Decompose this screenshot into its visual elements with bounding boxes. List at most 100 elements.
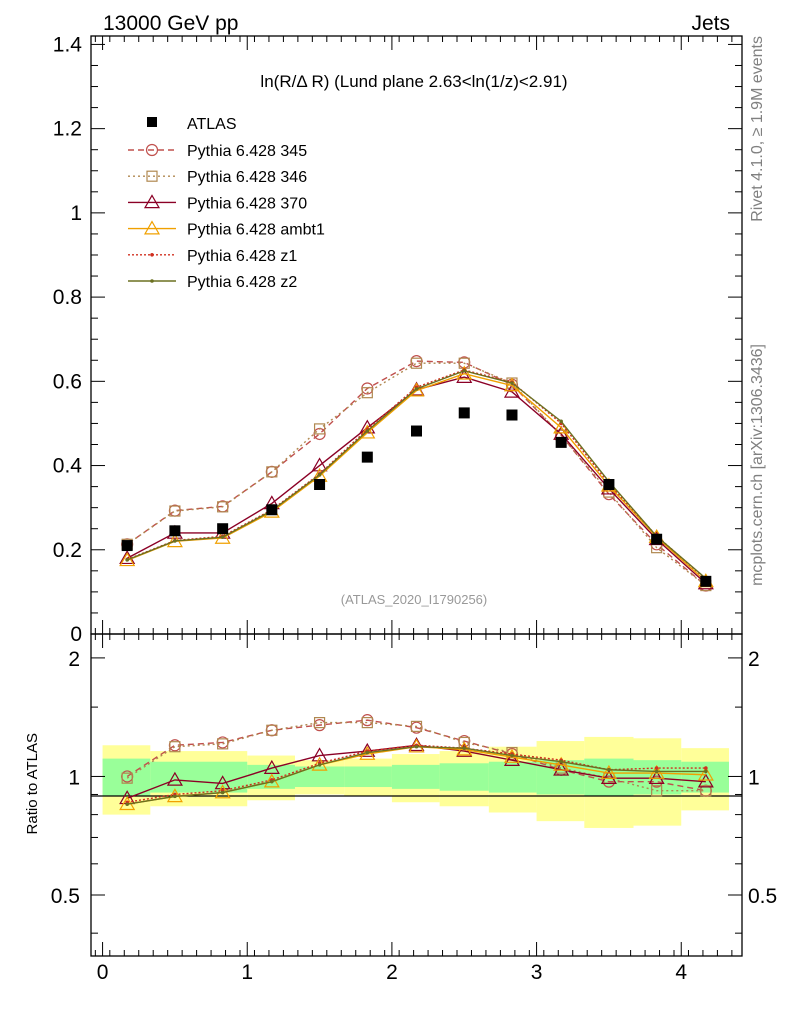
series-ratio-point [704,769,708,774]
series-ratio-point [311,747,328,762]
data-point [361,451,373,463]
legend-label: Pythia 6.428 370 [187,195,307,212]
series-ratio-point [270,779,274,784]
legend-marker [146,170,158,182]
series-ratio-point [704,766,708,770]
y-tick-label: 1.2 [53,118,82,141]
band-inner [102,758,151,797]
y-tick-label: 0 [70,623,82,646]
data-points [121,407,712,587]
x-tick-label: 0 [97,961,109,984]
x-tick-label: 1 [241,961,253,984]
series-line [126,362,707,587]
series-line [126,373,707,582]
data-point [169,525,181,537]
series-ratio-point [654,766,659,770]
series-point [361,387,373,399]
series-point [510,381,514,385]
series-ratio-point [648,764,665,779]
series-ratio-point [600,764,617,779]
data-point [555,436,567,448]
series-ratio-point [553,761,570,776]
ratio-tick-label-left: 0.5 [51,885,80,908]
series-ratio [119,714,714,811]
series-ratio-point [173,794,177,799]
series-point [559,419,563,424]
y-tick-label: 0.2 [53,539,82,562]
series-ratio-point [166,771,183,786]
y-tick-label: 1.4 [53,33,83,56]
series-ratio-point [414,744,419,749]
series-point [414,387,419,391]
legend-label: Pythia 6.428 ambt1 [187,222,325,239]
x-tick-label: 3 [531,961,543,984]
series-point [125,558,129,562]
series-ratio-point [607,767,611,772]
x-tick-label: 2 [386,961,398,984]
legend-marker [143,194,161,209]
series-point [365,429,370,433]
band-inner [391,764,440,789]
series-ratio-point [410,720,423,732]
x-tick-label: 4 [675,961,687,984]
data-point [217,523,229,535]
series-ratio-line [126,719,706,792]
series-ratio-point [697,773,714,788]
series-ratio-point [510,753,514,758]
series-ratio-point [266,724,278,736]
y-tick-label: 1 [70,202,82,225]
series-ratio-point [125,802,129,807]
series-ratio-point [365,750,370,755]
series-ratio-point [559,759,563,764]
series-ratio-point [462,746,467,750]
data-point [411,425,422,437]
legend-label: Pythia 6.428 z2 [187,274,297,291]
series-ratio-point [359,742,376,757]
series-point [119,552,136,567]
data-point [506,409,518,421]
series-ratio-point [121,772,133,784]
series-ratio-point [651,785,663,797]
series-ratio-point [648,769,665,785]
data-point [266,504,278,516]
series-point [317,473,322,477]
series-point [220,535,225,539]
legend-label-atlas: ATLAS [187,116,237,133]
band-inner [488,761,537,793]
legend-label: Pythia 6.428 z1 [187,248,297,265]
band-inner [150,761,200,793]
header-left: 13000 GeV pp [103,12,238,35]
mcplots-label: mcplots.cern.ch [arXiv:1306.3436] [749,344,766,586]
legend-marker [150,279,154,283]
series-point [456,368,473,383]
series-ratio-point [220,790,225,795]
ratio-ylabel: Ratio to ATLAS [24,733,41,834]
series-ratio-point [263,759,280,774]
ratio-panel [90,633,743,957]
data-point [603,479,615,490]
ratio-tick-label-left: 2 [68,648,80,671]
series-point [173,539,177,543]
series-ratio-point [654,769,659,774]
y-tick-label: 0.4 [53,455,83,478]
legend-marker [150,253,154,257]
series-point [217,501,229,513]
watermark: (ATLAS_2020_I1790256) [341,592,487,607]
legend-label: Pythia 6.428 346 [187,169,307,186]
y-tick-label: 0.8 [53,286,82,309]
band-inner [344,766,392,788]
series-ratio-point [214,775,231,790]
band-inner [633,760,682,795]
series-ratio-point [553,756,570,771]
series-point [313,423,326,435]
data-point [314,479,326,490]
band-inner [439,763,489,791]
axis-ticks: 0 1 2 3 4 0 0.2 0.4 0.6 0.8 1 1.2 1.4 0.5 0.5 1 1 2 2 [51,33,777,984]
ratio-tick-label-right: 0.5 [748,885,777,908]
series-ratio-point [697,766,714,781]
ratio-tick-label-left: 1 [68,766,80,789]
series-point [169,505,181,517]
legend-marker-atlas [147,117,157,127]
legend-marker [143,220,161,235]
ratio-tick-label-right: 2 [748,648,760,671]
